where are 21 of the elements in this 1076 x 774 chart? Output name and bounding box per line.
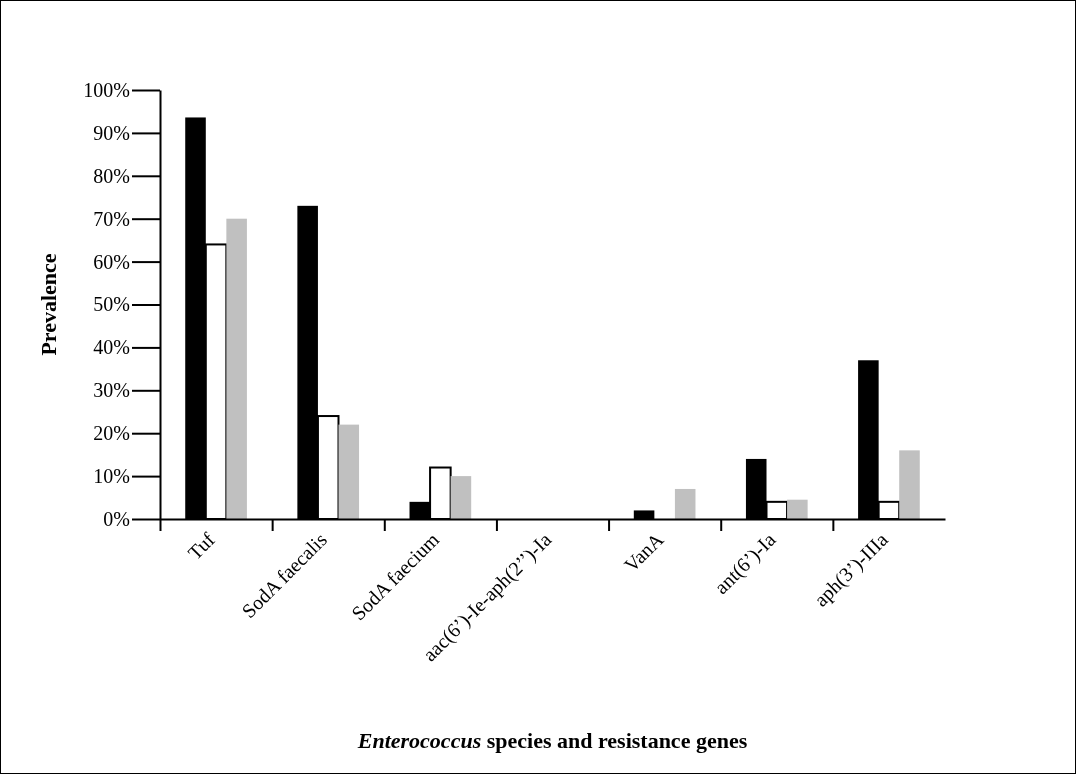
bar xyxy=(787,499,808,519)
y-tick-label: 70% xyxy=(93,207,130,230)
y-tick-label: 0% xyxy=(103,507,130,530)
y-tick-label: 100% xyxy=(83,78,130,101)
bar xyxy=(338,424,360,519)
bar xyxy=(899,450,920,519)
x-tick-label: VanA xyxy=(619,527,668,577)
y-tick-label: 50% xyxy=(93,293,130,316)
y-axis-title: Prevalence xyxy=(36,253,61,356)
y-tick-label: 40% xyxy=(93,336,130,359)
y-tick-label: 80% xyxy=(93,164,130,187)
y-tick-label: 10% xyxy=(93,465,130,487)
y-tick-label: 20% xyxy=(93,422,130,445)
x-tick-label: Tuf xyxy=(183,528,220,564)
bar xyxy=(450,476,472,519)
y-tick-label: 30% xyxy=(93,379,130,402)
bar xyxy=(226,218,247,519)
x-axis-title: Enterococcus species and resistance genes xyxy=(356,728,748,753)
y-tick-label: 90% xyxy=(93,121,130,144)
bar xyxy=(674,488,696,519)
y-tick-label: 60% xyxy=(93,250,130,273)
